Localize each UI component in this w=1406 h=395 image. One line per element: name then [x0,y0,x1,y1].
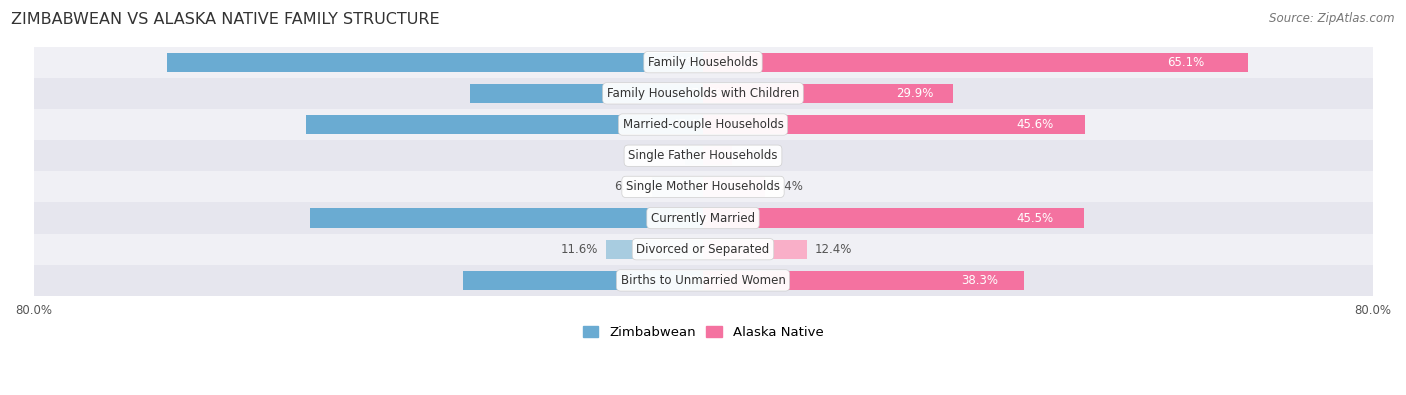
Text: Single Mother Households: Single Mother Households [626,181,780,194]
Text: 27.9%: 27.9% [685,87,721,100]
Bar [34,47,1372,78]
Legend: Zimbabwean, Alaska Native: Zimbabwean, Alaska Native [578,320,828,344]
Text: ZIMBABWEAN VS ALASKA NATIVE FAMILY STRUCTURE: ZIMBABWEAN VS ALASKA NATIVE FAMILY STRUC… [11,12,440,27]
Text: Married-couple Households: Married-couple Households [623,118,783,131]
Text: Family Households: Family Households [648,56,758,69]
Bar [34,233,1372,265]
Bar [470,84,703,103]
Text: 45.6%: 45.6% [1017,118,1054,131]
Bar [307,115,703,134]
Bar [703,146,733,166]
Text: 2.2%: 2.2% [647,149,676,162]
Bar [606,239,703,259]
Text: 29.9%: 29.9% [896,87,934,100]
Text: 38.3%: 38.3% [960,274,998,287]
Bar [703,209,1084,228]
Text: Currently Married: Currently Married [651,212,755,224]
Text: 28.7%: 28.7% [683,274,721,287]
Text: Births to Unmarried Women: Births to Unmarried Women [620,274,786,287]
Bar [34,265,1372,296]
Bar [463,271,703,290]
Bar [685,146,703,166]
Text: 7.4%: 7.4% [773,181,803,194]
Bar [703,115,1084,134]
Bar [703,271,1024,290]
Text: 47.0%: 47.0% [672,212,709,224]
Text: Divorced or Separated: Divorced or Separated [637,243,769,256]
Text: 64.1%: 64.1% [659,56,697,69]
Bar [34,140,1372,171]
Bar [166,53,703,72]
Text: 12.4%: 12.4% [815,243,852,256]
Text: 65.1%: 65.1% [1167,56,1204,69]
Text: 47.4%: 47.4% [671,118,709,131]
Bar [652,177,703,197]
Text: 11.6%: 11.6% [560,243,598,256]
Text: Single Father Households: Single Father Households [628,149,778,162]
Text: 6.1%: 6.1% [613,181,644,194]
Text: 45.5%: 45.5% [1017,212,1053,224]
Bar [34,171,1372,203]
Bar [703,53,1247,72]
Text: Source: ZipAtlas.com: Source: ZipAtlas.com [1270,12,1395,25]
Bar [34,203,1372,233]
Bar [703,84,953,103]
Text: 3.5%: 3.5% [741,149,770,162]
Bar [703,177,765,197]
Bar [34,78,1372,109]
Bar [34,109,1372,140]
Bar [703,239,807,259]
Bar [309,209,703,228]
Text: Family Households with Children: Family Households with Children [607,87,799,100]
